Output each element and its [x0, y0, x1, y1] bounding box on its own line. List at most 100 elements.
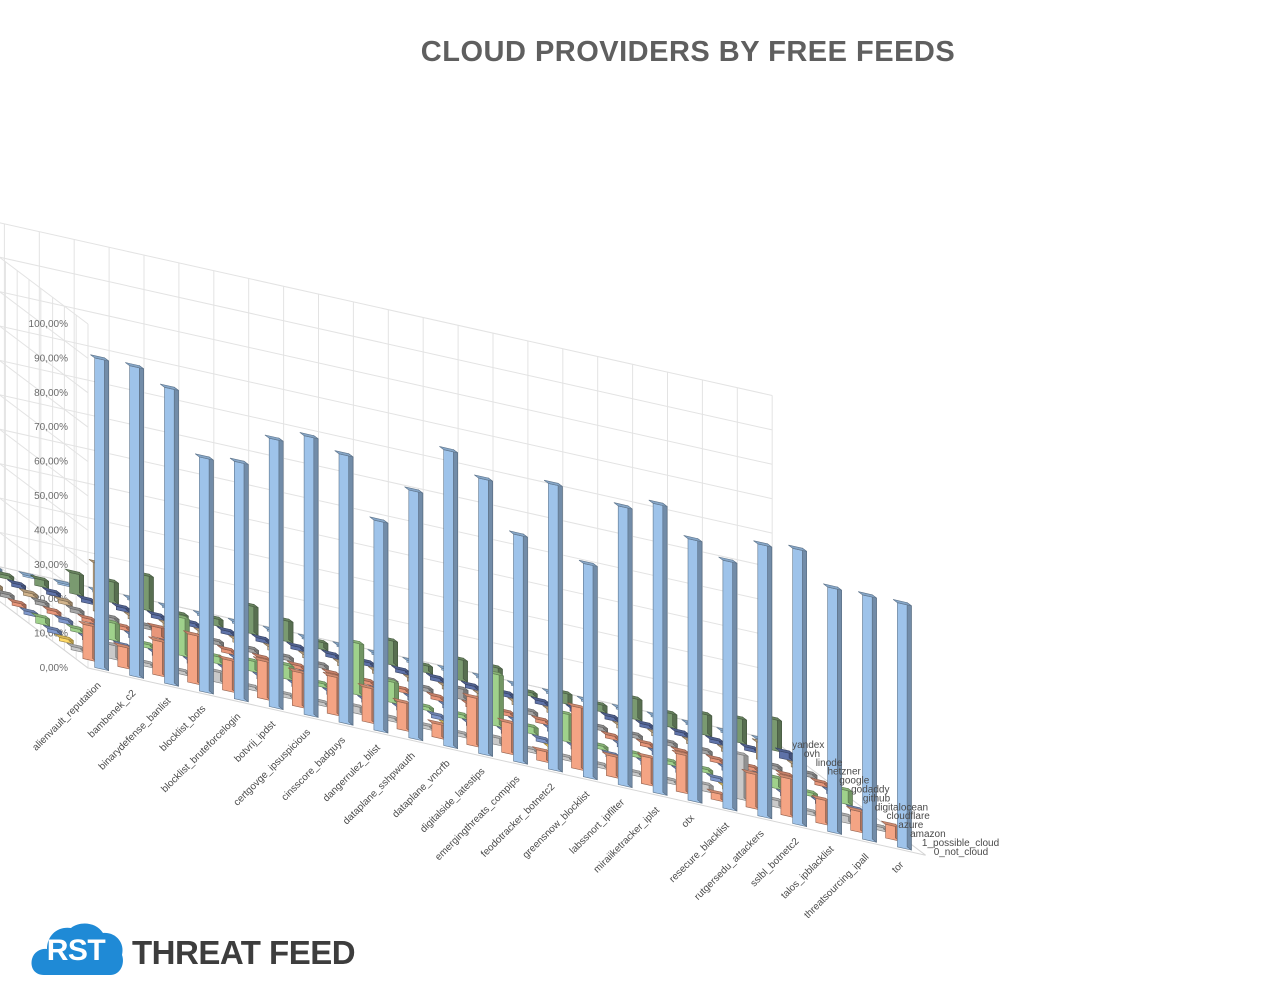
bar [78, 620, 98, 663]
bar [613, 502, 633, 789]
y-tick-label: 30,00% [34, 560, 68, 571]
gridline [0, 222, 773, 396]
bar [671, 749, 691, 795]
bar [216, 626, 236, 637]
gridline [0, 256, 773, 431]
bar [334, 450, 354, 726]
category-label: alienvault_reputation [31, 680, 104, 753]
y-tick-label: 70,00% [34, 422, 68, 433]
series-label: yandex [792, 740, 824, 751]
bar [42, 587, 61, 598]
cloud-logo-icon: RST [30, 919, 126, 977]
series-label: amazon [910, 829, 946, 840]
series-label: hetzner [828, 767, 862, 778]
bar [0, 590, 15, 600]
y-tick-label: 40,00% [34, 525, 68, 536]
bar [251, 633, 271, 645]
bar [391, 665, 410, 676]
bar [740, 743, 759, 754]
bar [54, 633, 74, 645]
bar [299, 432, 319, 718]
category-label: feodotracker_botnetc2 [479, 781, 557, 859]
y-axis-labels: 0,00% 10,00% 20,00% 30,00% 40,00% 50,00% 60,00… [29, 319, 69, 674]
bar [65, 604, 85, 616]
bar [125, 362, 144, 679]
bar [823, 583, 842, 835]
bar [0, 584, 3, 592]
category-label: otx [680, 813, 697, 830]
bar [111, 602, 131, 614]
bar [810, 777, 830, 789]
bar [531, 734, 551, 745]
category-label: binarydefense_banlist [97, 696, 174, 773]
bar [229, 457, 249, 703]
gridline [0, 291, 773, 465]
logo-badge-text: RST [46, 934, 106, 967]
bar [194, 453, 214, 695]
bar [54, 614, 74, 626]
bar [439, 446, 459, 750]
bar [753, 540, 773, 820]
bar [43, 624, 62, 636]
series-label: 1_possible_cloud [922, 838, 999, 849]
bar [426, 691, 446, 703]
bar [76, 594, 96, 606]
bar [66, 642, 86, 654]
category-label: emergingthreats_compips [433, 774, 522, 863]
series-label: cloudflare [887, 811, 931, 822]
bar [425, 672, 445, 684]
y-tick-label: 80,00% [34, 388, 68, 399]
bar [146, 610, 166, 622]
bar [600, 730, 620, 742]
category-label: certgovge_ipsuspicious [232, 727, 313, 808]
bar [774, 747, 794, 762]
rst-threat-feed-logo: RST THREAT FEED [30, 918, 356, 978]
y-tick-label: 50,00% [34, 491, 68, 502]
bar [509, 530, 528, 765]
y-tick-label: 20,00% [34, 594, 68, 605]
bar [474, 474, 493, 757]
series-label: godaddy [851, 784, 889, 795]
bar [160, 383, 179, 687]
bar [148, 636, 167, 678]
bar [578, 559, 598, 781]
category-label: tor [890, 859, 907, 876]
bar [30, 574, 50, 589]
series-label: 0_not_cloud [934, 847, 989, 858]
bar [31, 612, 51, 627]
category-label: rutgersedu_attackers [692, 828, 766, 902]
category-label: botvrij_ipdst [233, 719, 279, 765]
bar [706, 773, 725, 784]
bar [670, 727, 690, 739]
bar [858, 591, 877, 843]
bar [705, 754, 725, 765]
bar [30, 597, 50, 608]
bar [7, 579, 26, 590]
bar [705, 735, 724, 746]
bar [788, 544, 808, 828]
bar [286, 641, 306, 653]
category-label: blocklist_bruteforcelogin [160, 711, 244, 795]
bar [543, 479, 563, 773]
category-label: dataplane_sshpwauth [341, 750, 418, 827]
series-label: github [863, 793, 891, 804]
bar [42, 606, 62, 617]
y-tick-label: 100,00% [29, 319, 69, 330]
bar [404, 486, 424, 742]
logo-text: THREAT FEED [132, 934, 356, 971]
series-label: azure [898, 820, 923, 831]
y-tick-label: 10,00% [34, 629, 68, 640]
y-tick-label: 90,00% [34, 353, 68, 364]
bar [718, 556, 738, 812]
bar [635, 719, 655, 731]
series-label: linode [816, 758, 843, 769]
bar [892, 599, 912, 851]
y-tick-label: 0,00% [40, 663, 68, 674]
bar [369, 516, 389, 734]
bar [264, 434, 284, 711]
gridline [0, 325, 773, 500]
bar [683, 535, 703, 804]
bar [217, 645, 236, 656]
